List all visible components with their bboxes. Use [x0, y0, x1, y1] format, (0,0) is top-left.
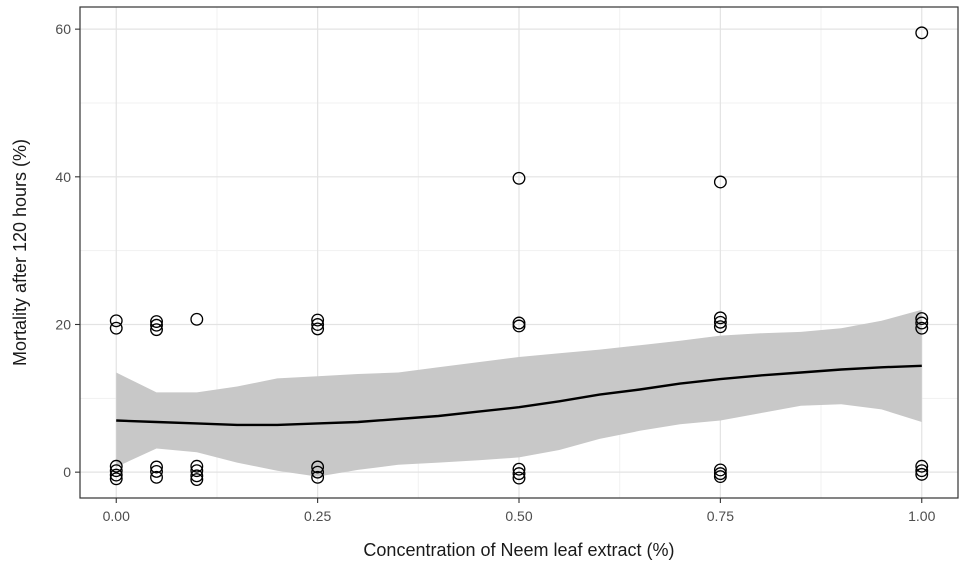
- data-point: [150, 323, 163, 337]
- data-point: [915, 312, 929, 326]
- data-point: [190, 464, 204, 478]
- data-point: [190, 469, 204, 483]
- x-tick-label: 0.25: [304, 508, 331, 524]
- smooth-trend-line: [116, 364, 922, 427]
- data-point: [713, 463, 727, 477]
- y-tick-label: 0: [63, 464, 71, 480]
- y-tick-label: 20: [55, 316, 71, 332]
- data-point: [190, 312, 204, 326]
- data-point: [109, 464, 123, 478]
- x-tick-label: 0.75: [707, 508, 734, 524]
- x-axis-title: Concentration of Neem leaf extract (%): [363, 540, 674, 560]
- data-point: [190, 459, 204, 473]
- y-axis-ticks: 0 20 40 60: [55, 21, 80, 480]
- data-point: [713, 311, 727, 325]
- data-point: [150, 315, 163, 328]
- data-point: [512, 471, 526, 485]
- data-point: [109, 314, 123, 328]
- data-point: [713, 315, 727, 329]
- x-tick-label: 0.00: [103, 508, 130, 524]
- confidence-band: [116, 309, 922, 477]
- data-point: [512, 467, 526, 481]
- data-point: [311, 313, 325, 327]
- data-point: [311, 322, 325, 336]
- data-point: [512, 462, 526, 476]
- data-point: [311, 470, 325, 484]
- data-point: [150, 464, 163, 478]
- data-point: [915, 467, 929, 481]
- data-point: [109, 468, 123, 482]
- x-tick-label: 0.50: [505, 508, 532, 524]
- data-point: [512, 316, 526, 330]
- y-tick-label: 60: [55, 21, 71, 37]
- data-point: [150, 470, 163, 484]
- data-point: [512, 319, 526, 333]
- data-point: [109, 321, 123, 335]
- y-axis-title: Mortality after 120 hours (%): [10, 139, 30, 366]
- data-point: [109, 459, 123, 473]
- x-tick-label: 1.00: [908, 508, 935, 524]
- data-point: [150, 460, 163, 474]
- data-point: [713, 470, 727, 484]
- data-point: [915, 321, 929, 335]
- data-point: [311, 465, 325, 479]
- data-points: [109, 26, 929, 486]
- data-point: [713, 467, 727, 481]
- data-point: [190, 473, 204, 486]
- data-point: [713, 320, 727, 334]
- data-point: [311, 460, 325, 474]
- data-point: [713, 175, 727, 189]
- data-point: [311, 318, 325, 331]
- data-point: [150, 318, 163, 332]
- y-tick-label: 40: [55, 169, 71, 185]
- data-point: [915, 316, 929, 330]
- data-point: [915, 26, 929, 40]
- x-axis-ticks: 0.00 0.25 0.50 0.75 1.00: [103, 498, 936, 524]
- data-point: [915, 459, 929, 473]
- data-point: [109, 472, 123, 486]
- data-point: [512, 171, 526, 185]
- data-point: [915, 464, 929, 478]
